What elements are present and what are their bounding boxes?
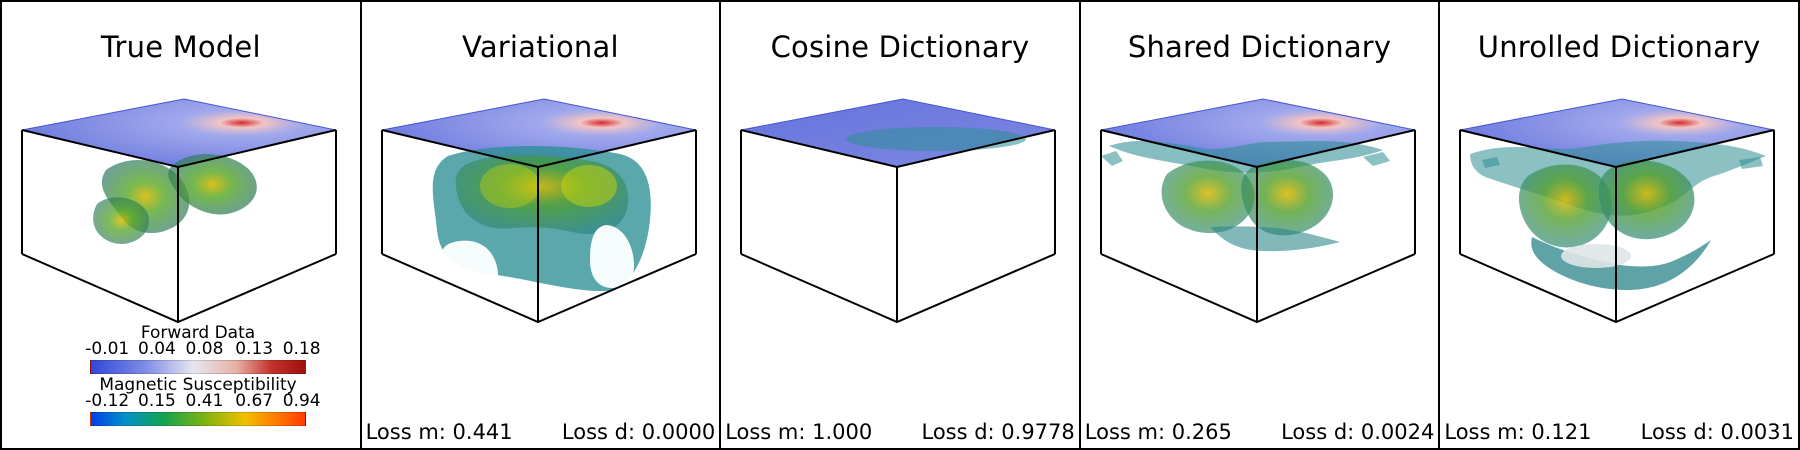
loss-d: Loss d: 0.0031 [1640, 420, 1794, 444]
magnetic-susceptibility-tick: -0.12 [85, 391, 130, 411]
forward-data-tick: 0.13 [235, 339, 274, 359]
variational-visualization [380, 98, 697, 324]
panel-cosine-dictionary: Cosine Dictionary Loss m: 1.000 Loss d: … [721, 2, 1081, 448]
loss-row: Loss m: 1.000 Loss d: 0.9778 [725, 420, 1075, 444]
box-frame [740, 129, 1057, 324]
loss-row: Loss m: 0.121 Loss d: 0.0031 [1444, 420, 1794, 444]
panel-unrolled-dictionary: Unrolled Dictionary [1440, 2, 1798, 448]
loss-row: Loss m: 0.265 Loss d: 0.0024 [1085, 420, 1435, 444]
loss-m: Loss m: 1.000 [725, 420, 873, 444]
magnetic-susceptibility-gradient [90, 412, 306, 426]
forward-data-tick: -0.01 [85, 339, 130, 359]
panel-title: True Model [100, 30, 261, 64]
forward-data-gradient [90, 360, 306, 374]
forward-data-tick: 0.08 [185, 339, 224, 359]
magnetic-susceptibility-tick: 0.67 [235, 391, 274, 411]
panel-variational: Variational [361, 2, 722, 448]
loss-m: Loss m: 0.265 [1084, 420, 1232, 444]
magnetic-susceptibility-tick: 0.15 [138, 391, 176, 411]
box-top-face [21, 98, 337, 168]
reconstruction-surface [1470, 140, 1767, 291]
forward-data-colorbar: Forward Data -0.01 0.04 0.08 0.13 0.18 [85, 323, 321, 376]
forward-data-tick: 0.18 [282, 339, 321, 359]
loss-m: Loss m: 0.441 [365, 420, 513, 444]
box-frame [1099, 129, 1416, 324]
panel-title: Shared Dictionary [1127, 30, 1392, 64]
box-frame [380, 129, 697, 324]
forward-data-title: Forward Data [140, 323, 256, 343]
panel-title: Unrolled Dictionary [1477, 30, 1761, 64]
panel-true-model: True Model [2, 2, 362, 448]
loss-d: Loss d: 0.9778 [921, 420, 1075, 444]
reconstruction-surface [432, 145, 651, 307]
colorbar-group: Forward Data -0.01 0.04 0.08 0.13 0.18 M… [85, 323, 321, 430]
shared-dictionary-visualization [1099, 98, 1416, 324]
forward-data-tick: 0.04 [138, 339, 176, 359]
faint-reconstruction [846, 127, 1027, 151]
magnetic-susceptibility-tick: 0.41 [185, 391, 224, 411]
forward-data-ticks: -0.01 0.04 0.08 0.13 0.18 [85, 339, 320, 359]
box-frame [1459, 129, 1776, 324]
panel-title: Variational [462, 30, 619, 64]
loss-m: Loss m: 0.121 [1444, 420, 1592, 444]
loss-row: Loss m: 0.441 Loss d: 0.0000 [366, 420, 716, 444]
unrolled-dictionary-visualization [1459, 98, 1776, 324]
reconstruction-surface [1100, 140, 1390, 252]
cosine-dictionary-visualization [740, 98, 1057, 324]
magnetic-susceptibility-colorbar: Magnetic Susceptibility -0.12 0.15 0.41 … [85, 375, 321, 428]
susceptibility-blob [93, 154, 257, 244]
magnetic-susceptibility-title: Magnetic Susceptibility [99, 375, 297, 395]
loss-d: Loss d: 0.0000 [561, 420, 716, 444]
box-frame [21, 129, 337, 324]
loss-d: Loss d: 0.0024 [1281, 420, 1435, 444]
panel-title: Cosine Dictionary [770, 30, 1030, 64]
magnetic-susceptibility-tick: 0.94 [282, 391, 321, 411]
true-model-visualization [21, 98, 337, 324]
magnetic-susceptibility-ticks: -0.12 0.15 0.41 0.67 0.94 [85, 391, 320, 411]
panel-shared-dictionary: Shared Dictionary [1080, 2, 1441, 448]
